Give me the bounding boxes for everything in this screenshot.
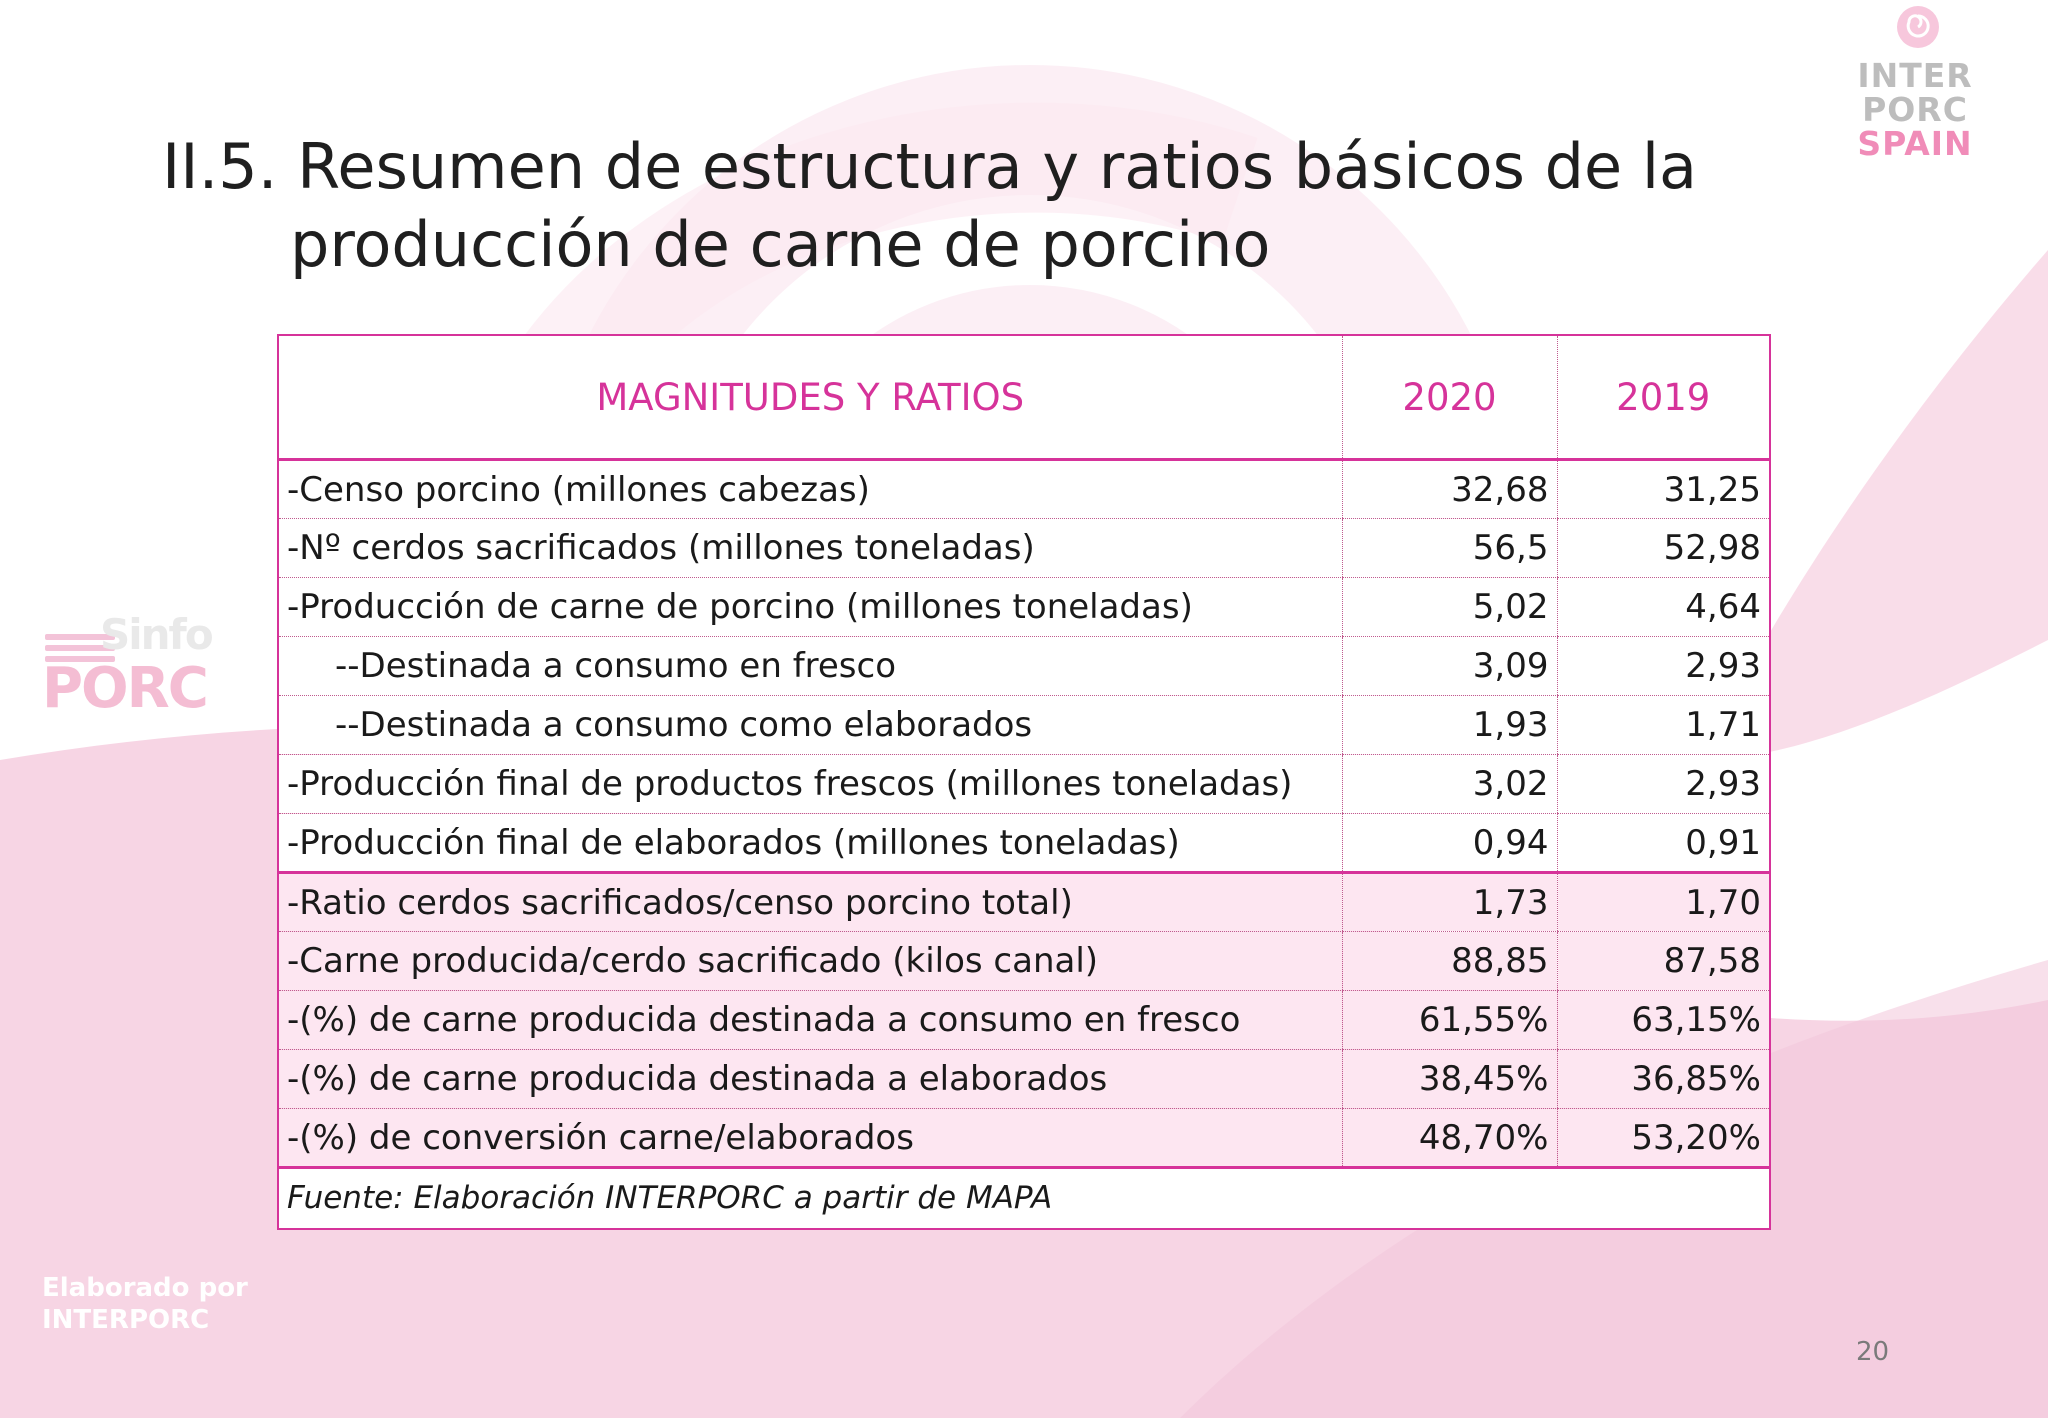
value-2020: 1,73 (1341, 872, 1557, 932)
value-2020: 56,5 (1341, 518, 1557, 578)
row-label: -Nº cerdos sacrificados (millones tonela… (279, 518, 1342, 578)
table-row: -(%) de carne producida destinada a elab… (279, 1049, 1769, 1109)
table-row: -Nº cerdos sacrificados (millones tonela… (279, 518, 1769, 578)
header-2020: 2020 (1341, 336, 1557, 461)
header-magnitudes: MAGNITUDES Y RATIOS (279, 336, 1342, 461)
row-label: -Producción de carne de porcino (millone… (279, 577, 1342, 637)
value-2019: 1,70 (1556, 872, 1769, 932)
porc-text: PORC (42, 656, 209, 721)
value-2019: 2,93 (1556, 754, 1769, 814)
table-row: -Carne producida/cerdo sacrificado (kilo… (279, 931, 1769, 991)
value-2019: 36,85% (1556, 1049, 1769, 1109)
value-2019: 31,25 (1556, 459, 1769, 519)
logo-line-porc: PORC (1862, 90, 1968, 129)
value-2020: 88,85 (1341, 931, 1557, 991)
value-2019: 63,15% (1556, 990, 1769, 1050)
table-header-row: MAGNITUDES Y RATIOS 2020 2019 (279, 336, 1769, 461)
value-2020: 61,55% (1341, 990, 1557, 1050)
credit-note: Elaborado por INTERPORC (42, 1272, 248, 1336)
row-label: -Producción final de productos frescos (… (279, 754, 1342, 814)
value-2020: 38,45% (1341, 1049, 1557, 1109)
table-row: --Destinada a consumo como elaborados 1,… (279, 695, 1769, 755)
value-2020: 32,68 (1341, 459, 1557, 519)
row-label: -(%) de carne producida destinada a cons… (279, 990, 1342, 1050)
value-2019: 87,58 (1556, 931, 1769, 991)
row-label: -Censo porcino (millones cabezas) (279, 459, 1342, 519)
row-label: -(%) de conversión carne/elaborados (279, 1108, 1342, 1169)
ratios-table: MAGNITUDES Y RATIOS 2020 2019 -Censo por… (279, 336, 1769, 1228)
header-2019: 2019 (1556, 336, 1769, 461)
table-row: -(%) de carne producida destinada a cons… (279, 990, 1769, 1050)
row-label: --Destinada a consumo como elaborados (279, 695, 1342, 755)
table-row: -Ratio cerdos sacrificados/censo porcino… (279, 872, 1769, 932)
source-row: Fuente: Elaboración INTERPORC a partir d… (279, 1167, 1769, 1228)
credit-line-2: INTERPORC (42, 1305, 210, 1335)
logo-line-inter: INTER (1857, 56, 1973, 95)
credit-line-1: Elaborado por (42, 1273, 248, 1303)
title-line-2: producción de carne de porcino (290, 208, 1271, 281)
table-row: --Destinada a consumo en fresco 3,09 2,9… (279, 636, 1769, 696)
title-line-1: II.5. Resumen de estructura y ratios bás… (162, 130, 1698, 203)
table-row: -(%) de conversión carne/elaborados 48,7… (279, 1108, 1769, 1169)
sinfoporc-logo: Sinfo PORC (40, 610, 214, 721)
table-row: -Censo porcino (millones cabezas) 32,68 … (279, 459, 1769, 519)
value-2019: 53,20% (1556, 1108, 1769, 1169)
value-2020: 1,93 (1341, 695, 1557, 755)
row-label: -Ratio cerdos sacrificados/censo porcino… (279, 872, 1342, 932)
row-label: -(%) de carne producida destinada a elab… (279, 1049, 1342, 1109)
source-note: Fuente: Elaboración INTERPORC a partir d… (279, 1167, 1769, 1228)
table-row: -Producción final de productos frescos (… (279, 754, 1769, 814)
value-2020: 48,70% (1341, 1108, 1557, 1169)
logo-stripes (45, 634, 115, 667)
row-label: -Carne producida/cerdo sacrificado (kilo… (279, 931, 1342, 991)
value-2019: 2,93 (1556, 636, 1769, 696)
value-2020: 3,02 (1341, 754, 1557, 814)
value-2019: 52,98 (1556, 518, 1769, 578)
table-row: -Producción final de elaborados (millone… (279, 813, 1769, 874)
row-label: --Destinada a consumo en fresco (279, 636, 1342, 696)
value-2019: 0,91 (1556, 813, 1769, 874)
page-title: II.5. Resumen de estructura y ratios bás… (162, 128, 1722, 284)
value-2020: 5,02 (1341, 577, 1557, 637)
interporc-spain-logo: INTER PORC SPAIN (1840, 0, 1990, 170)
row-label: -Producción final de elaborados (millone… (279, 813, 1342, 874)
value-2019: 1,71 (1556, 695, 1769, 755)
swirl-icon (1897, 6, 1939, 48)
table-row: -Producción de carne de porcino (millone… (279, 577, 1769, 637)
summary-table: MAGNITUDES Y RATIOS 2020 2019 -Censo por… (277, 334, 1771, 1230)
page-number: 20 (1856, 1337, 1890, 1367)
value-2020: 3,09 (1341, 636, 1557, 696)
logo-line-spain: SPAIN (1857, 124, 1973, 163)
sinfo-text: Sinfo (100, 610, 214, 659)
value-2019: 4,64 (1556, 577, 1769, 637)
value-2020: 0,94 (1341, 813, 1557, 874)
